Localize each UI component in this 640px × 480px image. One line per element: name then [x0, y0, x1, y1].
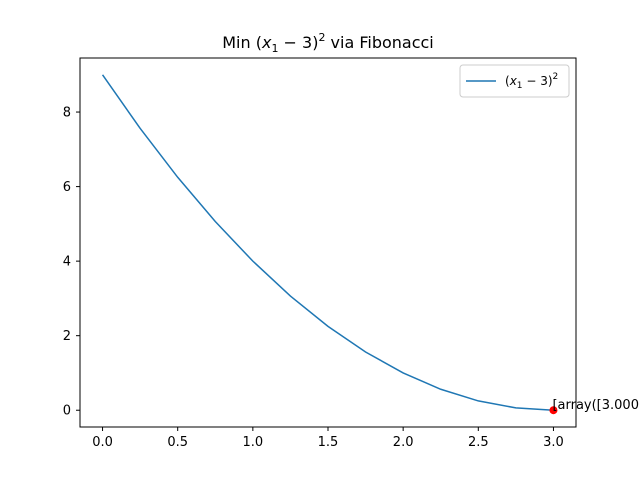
minimum-point-marker — [549, 406, 558, 415]
minimum-point-label: [array([3.000 — [552, 398, 639, 413]
title-prefix: Min ( — [222, 33, 262, 52]
x-tick-label: 2.0 — [393, 435, 414, 450]
legend-box — [459, 64, 570, 98]
y-tick-label: 8 — [63, 106, 71, 121]
legend-subscript: 1 — [517, 81, 523, 91]
x-tick-label: 1.0 — [243, 435, 264, 450]
chart-title: Min (x1 − 3)2 via Fibonacci — [222, 31, 434, 55]
y-axis: 0 2 4 6 8 — [63, 106, 80, 419]
y-tick-label: 6 — [63, 180, 71, 195]
title-variable: x — [261, 33, 272, 52]
legend: (x1 − 3)2 — [459, 64, 570, 98]
legend-variable: x — [509, 74, 518, 88]
y-tick-label: 0 — [63, 404, 71, 419]
legend-middle: − 3) — [523, 74, 553, 88]
x-tick-label: 0.0 — [92, 435, 113, 450]
title-subscript: 1 — [271, 42, 278, 55]
legend-label: (x1 − 3)2 — [505, 72, 558, 91]
plot-area-frame — [79, 57, 577, 428]
x-tick-label: 2.5 — [468, 435, 489, 450]
legend-prefix: ( — [505, 74, 510, 88]
legend-superscript: 2 — [553, 72, 559, 82]
title-middle: − 3) — [278, 33, 318, 52]
title-superscript: 2 — [318, 31, 325, 44]
series-line — [101, 74, 554, 411]
x-axis: 0.0 0.5 1.0 1.5 2.0 2.5 3.0 — [92, 427, 564, 450]
x-tick-label: 3.0 — [543, 435, 564, 450]
title-suffix: via Fibonacci — [325, 33, 433, 52]
y-tick-label: 2 — [63, 329, 71, 344]
y-tick-label: 4 — [63, 255, 71, 270]
x-tick-label: 0.5 — [167, 435, 188, 450]
x-tick-label: 1.5 — [318, 435, 339, 450]
